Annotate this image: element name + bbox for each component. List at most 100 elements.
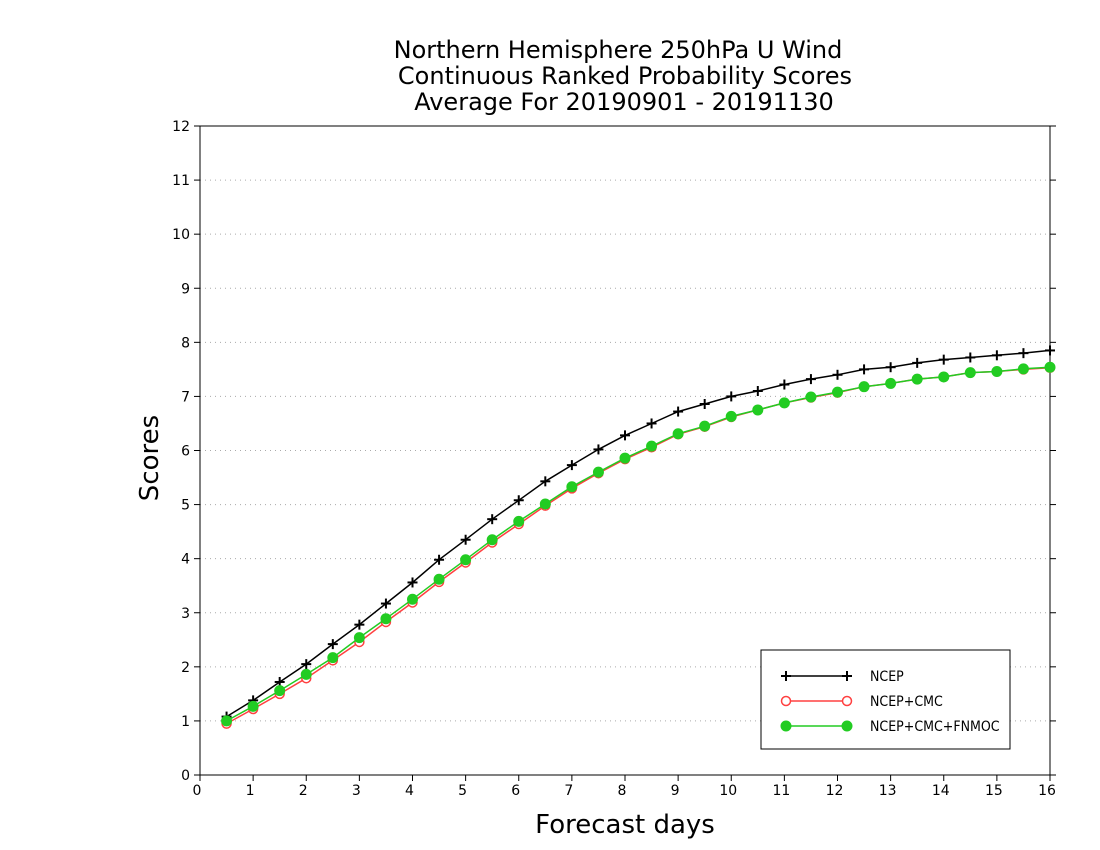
data-point-ncep-cmc-fnmoc xyxy=(327,652,339,664)
data-point-ncep xyxy=(407,577,418,588)
data-point-ncep xyxy=(460,534,471,545)
data-point-ncep xyxy=(1018,348,1029,359)
chart-title-line-2: Continuous Ranked Probability Scores xyxy=(398,62,852,90)
data-point-ncep-cmc-fnmoc xyxy=(353,632,365,644)
y-tick-label: 2 xyxy=(181,660,190,676)
gridlines xyxy=(200,179,1050,722)
data-point-ncep-cmc-fnmoc xyxy=(1017,363,1029,375)
legend-marker xyxy=(781,671,791,681)
x-tick-label: 16 xyxy=(1038,783,1056,799)
legend-marker xyxy=(780,695,792,707)
legend-label: NCEP+CMC+FNMOC xyxy=(870,719,1000,735)
x-tick-label: 9 xyxy=(671,783,680,799)
data-point-ncep-cmc-fnmoc xyxy=(646,440,658,452)
data-point-ncep-cmc-fnmoc xyxy=(725,410,737,422)
x-tick-label: 12 xyxy=(826,783,844,799)
legend-marker xyxy=(841,720,853,732)
data-point-ncep-cmc-fnmoc xyxy=(619,452,631,464)
x-tick-label: 6 xyxy=(511,783,520,799)
data-point-ncep-cmc-fnmoc xyxy=(991,366,1003,378)
x-tick-label: 0 xyxy=(193,783,202,799)
legend: NCEP NCEP+CMC NCEP+CMC+FNMOC xyxy=(760,649,1011,750)
data-point-ncep-cmc-fnmoc xyxy=(486,534,498,546)
series-ncep-cmc-fnmoc xyxy=(221,361,1056,727)
data-point-ncep-cmc-fnmoc xyxy=(407,593,418,605)
x-tick-label: 7 xyxy=(564,783,573,799)
data-point-ncep xyxy=(859,364,870,375)
data-point-ncep-cmc-fnmoc xyxy=(911,373,923,385)
data-point-ncep-cmc-fnmoc xyxy=(221,715,233,727)
chart-title-line-3: Average For 20190901 - 20191130 xyxy=(414,88,834,116)
legend-marker xyxy=(841,695,853,707)
y-tick-label: 6 xyxy=(181,444,190,460)
data-point-ncep xyxy=(1045,345,1055,356)
y-tick-label: 10 xyxy=(172,227,190,243)
legend-marker xyxy=(842,671,852,681)
data-point-ncep-cmc-fnmoc xyxy=(460,554,472,566)
y-tick-label: 4 xyxy=(181,552,190,568)
data-point-ncep xyxy=(540,476,551,487)
data-point-ncep xyxy=(354,619,365,630)
data-point-ncep xyxy=(832,369,843,380)
data-point-ncep-cmc-fnmoc xyxy=(672,428,684,440)
data-point-ncep-cmc-fnmoc xyxy=(858,381,870,393)
x-tick-label: 4 xyxy=(405,783,414,799)
x-tick-label: 3 xyxy=(352,783,361,799)
series-ncep xyxy=(221,345,1055,722)
data-point-ncep xyxy=(434,554,445,565)
data-point-ncep xyxy=(699,398,710,409)
x-tick-label: 13 xyxy=(879,783,897,799)
data-point-ncep xyxy=(301,659,312,670)
x-tick-label: 11 xyxy=(772,783,790,799)
legend-item-ncep-cmc-fnmoc: NCEP+CMC+FNMOC xyxy=(780,719,1000,735)
y-tick-label: 1 xyxy=(181,714,190,730)
data-point-ncep xyxy=(487,514,498,525)
legend-label: NCEP+CMC xyxy=(870,694,943,710)
data-point-ncep-cmc-fnmoc xyxy=(964,367,976,379)
series-layer xyxy=(221,345,1056,729)
y-tick-label: 9 xyxy=(181,281,190,297)
y-tick-label: 5 xyxy=(181,498,190,514)
data-point-ncep-cmc-fnmoc xyxy=(885,377,897,389)
x-tick-label: 8 xyxy=(618,783,627,799)
data-point-ncep xyxy=(513,495,524,506)
y-tick-label: 0 xyxy=(181,768,190,784)
data-point-ncep xyxy=(380,598,391,609)
y-tick-label: 3 xyxy=(181,606,190,622)
data-point-ncep-cmc-fnmoc xyxy=(247,700,259,712)
y-axis-title: Scores xyxy=(135,415,165,501)
data-point-ncep-cmc-fnmoc xyxy=(274,685,286,697)
data-point-ncep xyxy=(965,352,976,363)
data-point-ncep xyxy=(566,460,577,471)
data-point-ncep xyxy=(327,639,338,650)
data-point-ncep xyxy=(938,354,949,365)
data-point-ncep-cmc-fnmoc xyxy=(513,515,525,527)
y-tick-label: 7 xyxy=(181,389,190,405)
y-tick-label: 8 xyxy=(181,335,190,351)
data-point-ncep xyxy=(726,391,737,402)
x-axis-title: Forecast days xyxy=(535,810,715,840)
data-point-ncep-cmc-fnmoc xyxy=(380,613,392,625)
data-point-ncep-cmc-fnmoc xyxy=(592,466,604,478)
data-point-ncep xyxy=(620,430,630,441)
legend-item-ncep-cmc: NCEP+CMC xyxy=(780,694,943,710)
data-point-ncep xyxy=(912,357,923,368)
data-point-ncep xyxy=(593,444,604,455)
x-tick-label: 1 xyxy=(246,783,255,799)
x-tick-label: 5 xyxy=(458,783,467,799)
legend-box xyxy=(760,649,1011,750)
legend-marker xyxy=(780,720,792,732)
x-tick-label: 10 xyxy=(719,783,737,799)
data-point-ncep-cmc-fnmoc xyxy=(699,420,711,432)
data-point-ncep xyxy=(885,362,896,373)
data-point-ncep xyxy=(646,418,657,429)
data-point-ncep xyxy=(673,406,684,417)
data-point-ncep-cmc-fnmoc xyxy=(566,481,578,493)
y-tick-label: 12 xyxy=(172,119,190,135)
x-tick-label: 2 xyxy=(299,783,308,799)
data-point-ncep-cmc-fnmoc xyxy=(805,391,817,403)
legend-label: NCEP xyxy=(870,669,904,685)
data-point-ncep-cmc-fnmoc xyxy=(433,573,445,585)
data-point-ncep-cmc-fnmoc xyxy=(752,404,764,416)
